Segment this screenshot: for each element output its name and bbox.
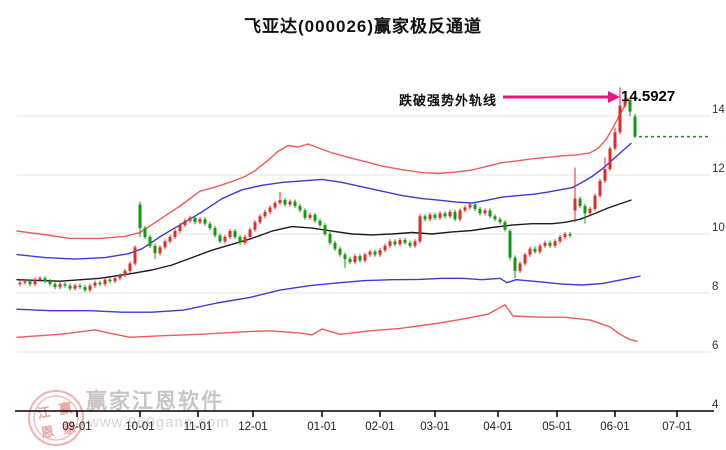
x-tick-label: 07-01	[662, 421, 691, 433]
outer_top-line	[16, 97, 629, 240]
watermark-url-text: www.960gann.com	[88, 414, 230, 431]
chart-title: 飞亚达(000026)赢家极反通道	[243, 17, 483, 36]
inner_top-line	[16, 142, 632, 260]
x-tick-label: 06-01	[600, 421, 629, 433]
y-tick-label: 8	[712, 281, 718, 293]
channel-lines	[16, 97, 641, 343]
seal-char: 江	[36, 404, 51, 421]
x-tick-label: 02-01	[365, 421, 394, 433]
outer_bottom-line	[16, 304, 638, 343]
seal-char: 赢	[58, 400, 73, 417]
y-axis-labels: 14 12 10 8 6 4	[712, 104, 725, 411]
annotation-arrow	[503, 91, 620, 103]
breakdown-annotation-label: 跌破强势外轨线	[398, 93, 497, 108]
watermark-brand-text: 赢家江恩软件	[86, 390, 224, 413]
x-tick-label: 01-01	[307, 421, 336, 433]
y-tick-label: 6	[712, 340, 718, 352]
seal-char: 恩	[40, 424, 55, 441]
x-axis: 09-01 10-01 11-01 12-01 01-01 02-01 03-01 04-01…	[15, 410, 714, 433]
price-callout: 14.5927	[621, 88, 676, 105]
middle-line	[16, 199, 632, 282]
x-tick-label: 12-01	[238, 421, 267, 433]
seal-char: 家	[61, 420, 77, 437]
x-tick-label: 10-01	[125, 421, 154, 433]
y-tick-label: 4	[712, 399, 719, 411]
y-tick-label: 10	[712, 222, 725, 234]
winner-gann-seal-icon: 江 赢 恩 家	[27, 389, 85, 447]
x-tick-label: 11-01	[184, 421, 213, 433]
candles	[18, 87, 637, 293]
y-tick-label: 14	[712, 104, 725, 116]
x-tick-label: 09-01	[62, 421, 91, 433]
x-tick-label: 03-01	[420, 421, 449, 433]
x-tick-label: 05-01	[542, 421, 571, 433]
inner_bottom-line	[16, 275, 641, 313]
y-tick-label: 12	[712, 163, 725, 175]
x-tick-label: 04-01	[483, 421, 512, 433]
